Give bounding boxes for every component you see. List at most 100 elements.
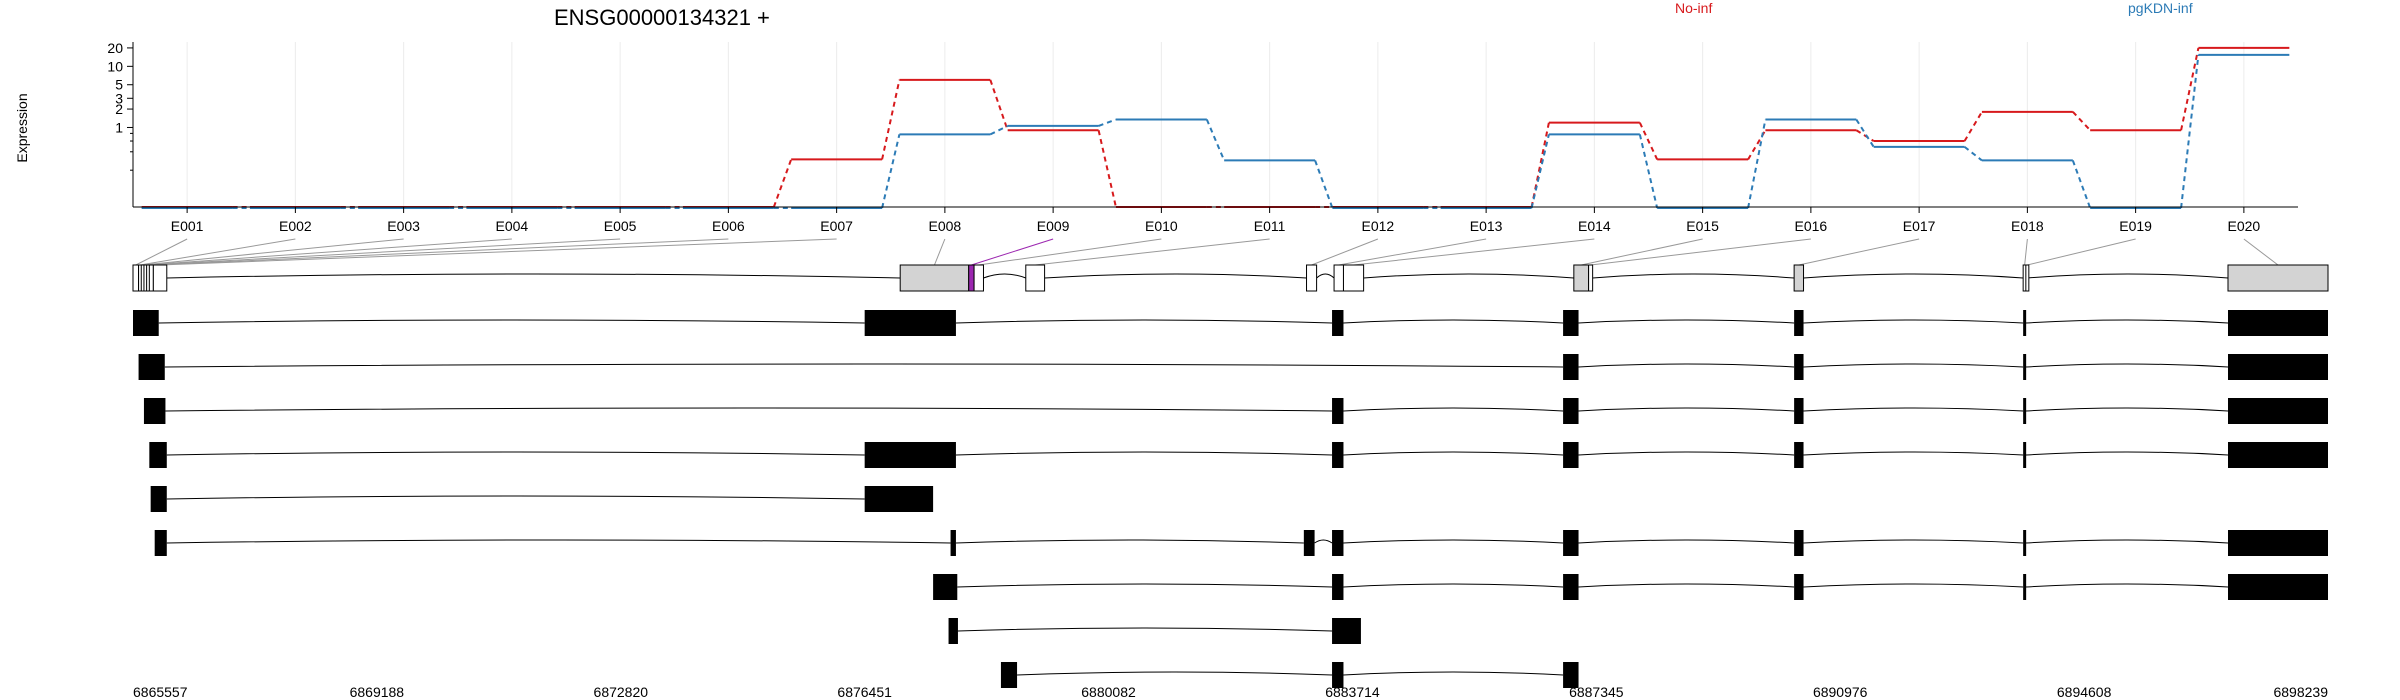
transcript-exon [1303,530,1315,556]
exon-connector [1311,238,1379,266]
transcript-intron [165,407,1333,412]
transcript-exon [864,310,956,336]
transcript-exon [2227,442,2328,468]
genome-coordinate-label: 6876451 [837,684,892,700]
series-connector [881,134,901,209]
exon-connector [145,238,512,266]
exon-connector [1035,238,1270,266]
transcript-intron [166,451,865,456]
transcript [933,574,2328,600]
exon-E013 [1333,264,1344,292]
transcript-exon [2023,442,2027,468]
exon-connector [933,238,946,266]
exon-connector [978,238,1162,266]
exon-connector [139,238,296,266]
transcript-intron [2025,451,2229,456]
transcript [143,398,2328,424]
x-tick-label: E014 [1578,218,1611,234]
intron [166,273,901,279]
genome-coordinate-label: 6890976 [1813,684,1868,700]
series-connector [989,79,1009,131]
y-axis-label: Expression [14,93,30,162]
x-tick-label: E019 [2119,218,2152,234]
transcript [948,618,1361,644]
legend-entry-pgkdn-inf: pgKDN-inf [2128,0,2193,16]
series-connector [2072,111,2091,131]
x-tick-label: E006 [712,218,745,234]
transcript-exon [1794,354,1804,380]
series-connector [1963,111,1983,142]
transcript-exon [933,574,958,600]
y-axis: 1 235 10 20 [107,40,134,207]
genome-coordinate-label: 6898239 [2273,684,2328,700]
exon-E017 [1793,264,1805,292]
transcript-exon [2023,574,2027,600]
series-connector [772,159,793,208]
genome-coordinate-label: 6865557 [133,684,188,700]
gridlines [186,42,2245,207]
exon-E006 [148,264,154,292]
exon-E010 [973,264,984,292]
transcript-intron [1343,451,1564,456]
transcript-exon [1563,354,1579,380]
exon-connector [148,238,621,266]
y-tick-label: 1 [115,119,123,135]
transcript-exon [2023,530,2027,556]
series-connector [1963,146,1983,162]
transcript-exon [2227,310,2328,336]
transcript-exon [2023,310,2027,336]
chart-title: ENSG00000134321 + [554,5,770,30]
transcript-exon [1332,398,1344,424]
transcript-exon [950,530,956,556]
transcript-exon [1332,574,1344,600]
transcript-exon [1794,574,1804,600]
x-tick-label: E002 [279,218,312,234]
transcript-intron [1578,451,1795,456]
transcript-exon [948,618,958,644]
series-connector [1855,118,1875,148]
y-tick-label: 5 [115,77,123,93]
transcript [150,486,934,512]
transcript-exon [1332,442,1344,468]
exon-connector [2024,238,2028,266]
transcript-intron [957,627,1333,632]
transcript-exon [1794,310,1804,336]
exon-connector [2027,238,2136,266]
series-connector [1205,119,1226,161]
transcript [1000,662,1579,688]
exon-connector [135,238,188,266]
x-tick-label: E004 [496,218,529,234]
transcript-exon [864,442,956,468]
transcript-exon [2227,354,2328,380]
transcript [138,354,2328,380]
y-tick-label: 10 [107,58,123,74]
transcript-intron [1578,363,1795,368]
x-tick-label: E020 [2228,218,2261,234]
transcript-exon [1794,442,1804,468]
transcript-exon [1563,442,1579,468]
transcript-exon [150,486,167,512]
transcript-intron [1578,407,1795,412]
transcript-intron [1343,671,1564,676]
series-connector [881,79,901,160]
exon-connector [971,238,1054,266]
exon-connector [2243,238,2279,266]
transcript-intron [164,363,1564,368]
transcript-intron [1803,539,2024,544]
transcript-exon [138,354,165,380]
transcript-exon [2023,354,2027,380]
transcript-intron [1343,539,1564,544]
series-connector [2180,47,2200,131]
transcript [133,310,2328,336]
x-tick-label: E005 [604,218,637,234]
transcript-intron [2025,319,2229,324]
exon-E012 [1306,264,1318,292]
transcript-exon [1332,530,1344,556]
transcript-intron [2025,407,2229,412]
series-connector [1530,134,1550,209]
exon-E008 [899,264,970,292]
transcript-exon [1794,530,1804,556]
intron [1316,273,1335,279]
intron [1803,273,2024,279]
